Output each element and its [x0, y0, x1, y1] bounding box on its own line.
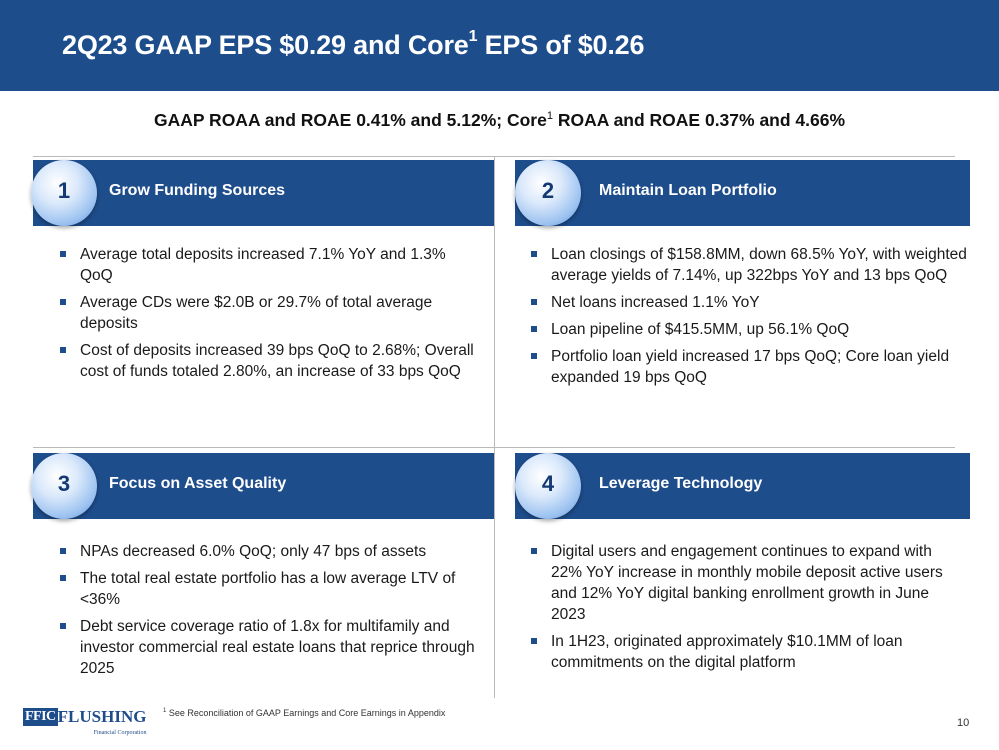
quadrant-1-header: Grow Funding Sources	[33, 160, 494, 226]
bullet-square-icon	[531, 638, 537, 644]
bullet-item: In 1H23, originated approximately $10.1M…	[531, 631, 961, 673]
quadrant-1-number-badge: 1	[31, 160, 97, 226]
bullet-square-icon	[531, 251, 537, 257]
quadrant-1-bullet-list: Average total deposits increased 7.1% Yo…	[60, 244, 475, 388]
bullet-square-icon	[531, 299, 537, 305]
bullet-square-icon	[531, 548, 537, 554]
page-number: 10	[957, 717, 970, 729]
quadrant-4-bullet-list: Digital users and engagement continues t…	[531, 541, 961, 679]
vertical-divider	[494, 156, 495, 698]
bullet-item: Net loans increased 1.1% YoY	[531, 292, 969, 313]
bullet-item: Digital users and engagement continues t…	[531, 541, 961, 625]
quadrant-3-header: Focus on Asset Quality	[33, 453, 494, 519]
quadrant-2-number-badge: 2	[515, 160, 581, 226]
quadrant-3-bullet-list: NPAs decreased 6.0% QoQ; only 47 bps of …	[60, 541, 490, 685]
bullet-square-icon	[60, 548, 66, 554]
quadrant-3-number: 3	[57, 471, 71, 496]
bullet-square-icon	[531, 353, 537, 359]
bullet-square-icon	[60, 251, 66, 257]
title-banner: 2Q23 GAAP EPS $0.29 and Core1 EPS of $0.…	[0, 0, 999, 91]
bullet-item: NPAs decreased 6.0% QoQ; only 47 bps of …	[60, 541, 490, 562]
quadrant-1-title: Grow Funding Sources	[109, 182, 286, 199]
flushing-logo: FFIC FLUSHING Financial Corporation	[23, 708, 147, 737]
bullet-square-icon	[531, 326, 537, 332]
bullet-item: Loan pipeline of $415.5MM, up 56.1% QoQ	[531, 319, 969, 340]
footnote-marker: 1	[163, 708, 167, 714]
quadrant-4-number-badge: 4	[515, 453, 581, 519]
bullet-square-icon	[60, 575, 66, 581]
quadrant-4-title: Leverage Technology	[599, 475, 763, 492]
footnote-marker: 1	[546, 110, 553, 123]
bullet-square-icon	[60, 347, 66, 353]
slide-subtitle: GAAP ROAA and ROAE 0.41% and 5.12%; Core…	[153, 110, 846, 130]
quadrant-2-bullet-list: Loan closings of $158.8MM, down 68.5% Yo…	[531, 244, 969, 394]
footnote-marker: 1	[468, 28, 478, 45]
footnote: 1 See Reconciliation of GAAP Earnings an…	[163, 708, 446, 718]
bullet-item: Average total deposits increased 7.1% Yo…	[60, 244, 475, 286]
quadrant-3-title: Focus on Asset Quality	[109, 475, 287, 492]
slide-title: 2Q23 GAAP EPS $0.29 and Core1 EPS of $0.…	[62, 28, 645, 60]
quadrant-4-header: Leverage Technology	[515, 453, 970, 519]
logo-mark: FFIC	[23, 708, 58, 726]
bullet-item: Average CDs were $2.0B or 29.7% of total…	[60, 292, 475, 334]
logo-wordmark: FLUSHING Financial Corporation	[58, 708, 147, 737]
bullet-item: Debt service coverage ratio of 1.8x for …	[60, 616, 490, 679]
bullet-item: The total real estate portfolio has a lo…	[60, 568, 490, 610]
quadrant-2-title: Maintain Loan Portfolio	[599, 182, 777, 199]
bullet-square-icon	[60, 299, 66, 305]
quadrant-3-number-badge: 3	[31, 453, 97, 519]
bullet-item: Portfolio loan yield increased 17 bps Qo…	[531, 346, 969, 388]
quadrant-2-header: Maintain Loan Portfolio	[515, 160, 970, 226]
quadrant-1-number: 1	[57, 178, 71, 203]
bullet-item: Loan closings of $158.8MM, down 68.5% Yo…	[531, 244, 969, 286]
logo-subtext: Financial Corporation	[93, 730, 147, 736]
bullet-item: Cost of deposits increased 39 bps QoQ to…	[60, 340, 475, 382]
quadrant-2-number: 2	[541, 178, 555, 203]
bullet-square-icon	[60, 623, 66, 629]
quadrant-4-number: 4	[541, 471, 555, 496]
